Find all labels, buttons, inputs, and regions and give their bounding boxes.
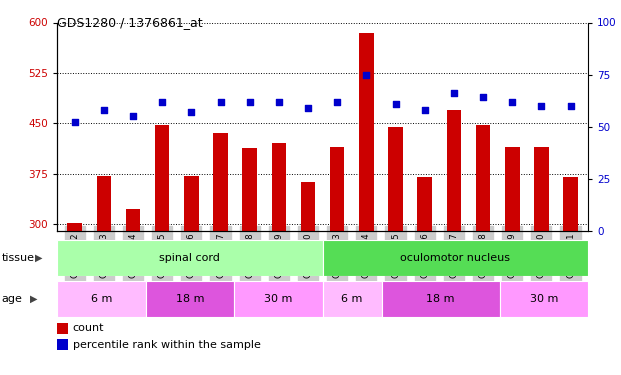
- Bar: [500, 281, 588, 317]
- Bar: [323, 281, 381, 317]
- Text: 30 m: 30 m: [530, 294, 558, 304]
- Bar: [96, 176, 111, 375]
- Bar: [57, 240, 323, 276]
- Bar: [271, 143, 286, 375]
- Bar: [534, 147, 549, 375]
- Point: [99, 107, 109, 113]
- Bar: [417, 177, 432, 375]
- Bar: [301, 182, 315, 375]
- Point: [157, 99, 167, 105]
- Bar: [323, 240, 588, 276]
- Bar: [359, 33, 374, 375]
- Text: oculomotor nucleus: oculomotor nucleus: [401, 253, 510, 263]
- Bar: [184, 176, 199, 375]
- Point: [361, 72, 371, 78]
- Bar: [505, 147, 520, 375]
- Point: [274, 99, 284, 105]
- Point: [303, 105, 313, 111]
- Text: percentile rank within the sample: percentile rank within the sample: [73, 340, 261, 350]
- Text: spinal cord: spinal cord: [160, 253, 220, 263]
- Bar: [381, 281, 500, 317]
- Point: [186, 109, 196, 115]
- Point: [507, 99, 517, 105]
- Bar: [563, 177, 578, 375]
- Bar: [330, 147, 345, 375]
- Bar: [388, 127, 403, 375]
- Text: GDS1280 / 1376861_at: GDS1280 / 1376861_at: [57, 16, 203, 29]
- Text: 18 m: 18 m: [427, 294, 455, 304]
- Text: 30 m: 30 m: [264, 294, 292, 304]
- Bar: [155, 124, 170, 375]
- Point: [449, 90, 459, 96]
- Point: [391, 100, 401, 106]
- Bar: [476, 124, 491, 375]
- Bar: [67, 223, 82, 375]
- Point: [245, 99, 255, 105]
- Point: [420, 107, 430, 113]
- Point: [332, 99, 342, 105]
- Point: [215, 99, 225, 105]
- Bar: [57, 281, 145, 317]
- Bar: [446, 110, 461, 375]
- Bar: [125, 209, 140, 375]
- Point: [478, 94, 488, 100]
- Text: ▶: ▶: [35, 253, 42, 263]
- Bar: [145, 281, 234, 317]
- Text: 6 m: 6 m: [91, 294, 112, 304]
- Bar: [242, 148, 257, 375]
- Text: 18 m: 18 m: [176, 294, 204, 304]
- Bar: [213, 133, 228, 375]
- Bar: [234, 281, 323, 317]
- Text: ▶: ▶: [30, 294, 38, 304]
- Point: [128, 113, 138, 119]
- Text: age: age: [2, 294, 23, 304]
- Text: count: count: [73, 323, 104, 333]
- Point: [70, 119, 79, 125]
- Text: 6 m: 6 m: [342, 294, 363, 304]
- Point: [566, 103, 576, 109]
- Point: [537, 103, 546, 109]
- Text: tissue: tissue: [2, 253, 35, 263]
